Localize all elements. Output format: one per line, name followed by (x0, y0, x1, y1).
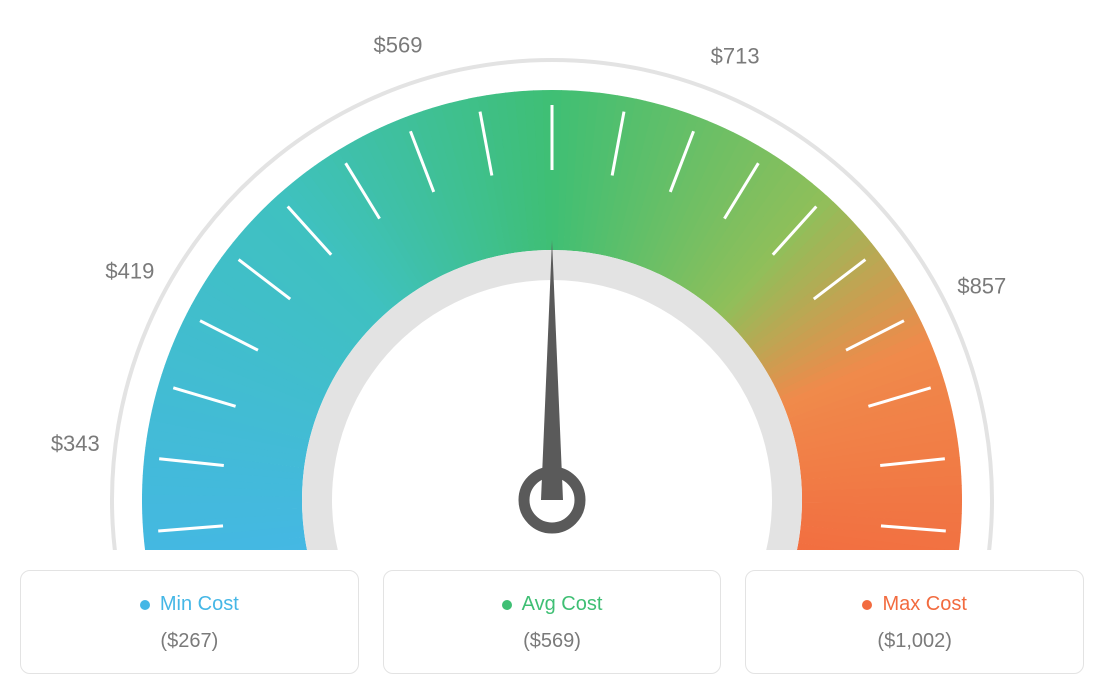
gauge-chart: $267$343$419$569$713$857$1,002 (20, 20, 1084, 550)
legend-title-max: Max Cost (862, 593, 966, 616)
legend-title-avg: Avg Cost (502, 593, 603, 616)
gauge-svg: $267$343$419$569$713$857$1,002 (20, 20, 1084, 550)
legend-value-avg: ($569) (394, 630, 711, 653)
legend-row: Min Cost ($267) Avg Cost ($569) Max Cost… (20, 570, 1084, 674)
legend-label-avg: Avg Cost (522, 593, 603, 616)
legend-title-min: Min Cost (140, 593, 239, 616)
legend-dot-avg (502, 600, 512, 610)
svg-text:$419: $419 (105, 258, 154, 283)
svg-text:$569: $569 (374, 32, 423, 57)
legend-dot-max (862, 600, 872, 610)
legend-value-max: ($1,002) (756, 630, 1073, 653)
legend-label-max: Max Cost (882, 593, 966, 616)
svg-text:$857: $857 (957, 273, 1006, 298)
svg-text:$713: $713 (711, 43, 760, 68)
svg-text:$343: $343 (51, 431, 100, 456)
legend-label-min: Min Cost (160, 593, 239, 616)
legend-card-max: Max Cost ($1,002) (745, 570, 1084, 674)
chart-wrapper: $267$343$419$569$713$857$1,002 Min Cost … (20, 20, 1084, 674)
legend-value-min: ($267) (31, 630, 348, 653)
legend-card-avg: Avg Cost ($569) (383, 570, 722, 674)
legend-dot-min (140, 600, 150, 610)
legend-card-min: Min Cost ($267) (20, 570, 359, 674)
